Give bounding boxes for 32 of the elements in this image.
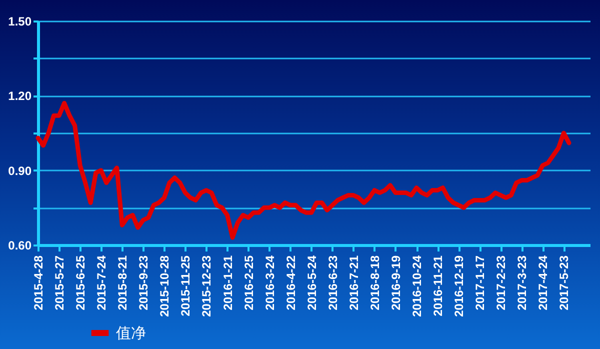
y-tick-label: 1.50	[8, 14, 32, 28]
x-tick-label: 2016-11-21	[431, 255, 446, 316]
x-tick-label: 2016-3-24	[262, 255, 277, 310]
x-tick-label: 2016-6-23	[326, 255, 340, 310]
x-tick-label: 2015-7-24	[94, 255, 109, 310]
x-tick-label: 2015-11-25	[178, 255, 193, 316]
x-tick-label: 2016-8-18	[368, 255, 382, 310]
x-tick-label: 2017-4-24	[536, 255, 550, 310]
line-series	[36, 100, 572, 240]
x-tick-label: 2015-12-23	[200, 255, 214, 317]
x-tick-label: 2016-4-22	[284, 255, 298, 310]
x-tick-label: 2016-1-21	[220, 255, 235, 310]
x-tick-label: 2015-10-28	[158, 255, 172, 317]
x-tick-label: 2017-5-23	[557, 255, 572, 310]
y-tick-label: 1.20	[8, 89, 32, 104]
x-tick-label: 2015-6-25	[74, 255, 88, 310]
x-tick-label: 2016-2-25	[242, 255, 256, 310]
x-tick-label: 2015-4-28	[32, 255, 46, 310]
x-tick-label: 2017-3-23	[515, 255, 530, 310]
x-tick-label: 2017-2-23	[494, 255, 508, 310]
x-tick-label: 2017-1-17	[473, 255, 488, 310]
y-tick-label: 0.90	[8, 164, 32, 178]
x-tick-label: 2016-9-19	[388, 255, 403, 310]
x-tick-label: 2016-12-19	[452, 255, 466, 317]
x-tick-label: 2016-10-24	[410, 255, 424, 317]
y-tick-label: 0.60	[8, 238, 32, 252]
x-tick-label: 2015-5-27	[52, 255, 67, 310]
x-tick-label: 2016-7-21	[346, 255, 361, 310]
legend-label: 值净	[116, 324, 146, 342]
x-tick-label: 2015-8-21	[116, 255, 130, 310]
x-tick-label: 2015-9-23	[136, 255, 151, 310]
x-tick-label: 2016-5-24	[304, 255, 319, 310]
